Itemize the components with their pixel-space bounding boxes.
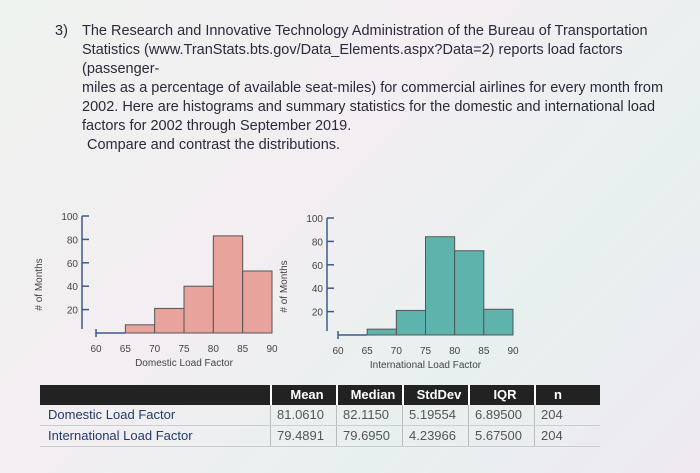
histogram-bar [183, 285, 214, 334]
x-axis-label: Domestic Load Factor [135, 358, 233, 369]
question-line: 2002. Here are histograms and summary st… [82, 99, 656, 115]
cell: 204 [534, 426, 574, 446]
histogram-bar [242, 270, 273, 334]
x-tick-label: 85 [478, 346, 490, 357]
x-tick-label: 80 [208, 344, 220, 355]
y-tick-label: 40 [312, 284, 324, 295]
table-header: Mean Median StdDev IQR n [40, 385, 600, 405]
histogram-bar [454, 250, 485, 336]
header-cell [40, 385, 270, 405]
x-tick-label: 85 [237, 344, 249, 355]
question-line: The Research and Innovative Technology A… [82, 23, 648, 39]
cell: 79.6950 [336, 426, 402, 446]
header-cell: Median [336, 385, 402, 405]
cell: 6.89500 [468, 405, 534, 425]
cell: 5.67500 [468, 426, 534, 446]
question-text: The Research and Innovative Technology A… [82, 22, 682, 136]
table-row: Domestic Load Factor 81.0610 82.1150 5.1… [40, 405, 600, 426]
x-tick-label: 60 [90, 344, 102, 355]
histograms: 20 40 60 80 100 60 65 70 75 80 85 90 Domestic Load F… [34, 212, 519, 371]
x-tick-label: 90 [266, 344, 278, 355]
y-tick-label: 40 [67, 282, 79, 293]
y-tick-label: 20 [312, 308, 324, 319]
header-cell: StdDev [402, 385, 468, 405]
question-line: Statistics (www.TranStats.bts.gov/Data_E… [82, 42, 623, 77]
x-tick-label: 80 [449, 346, 461, 357]
x-tick-label: 65 [120, 344, 132, 355]
x-tick-label: 70 [391, 346, 403, 357]
summary-table: Mean Median StdDev IQR n Domestic Load F… [40, 385, 600, 447]
question-number: 3) [55, 23, 68, 39]
y-tick-label: 100 [306, 214, 323, 225]
x-tick-label: 65 [362, 346, 374, 357]
row-label: International Load Factor [48, 428, 193, 443]
x-axis-label: International Load Factor [370, 360, 482, 371]
question-line: factors for 2002 through September 2019. [82, 118, 352, 134]
histogram-bar [366, 328, 397, 336]
cell: 79.4891 [270, 426, 336, 446]
row-label: Domestic Load Factor [48, 407, 176, 422]
histogram-bar [395, 309, 427, 336]
histogram-bar [124, 324, 156, 334]
cell: 81.0610 [270, 405, 336, 425]
cell: 204 [534, 405, 574, 425]
cell: 82.1150 [336, 405, 402, 425]
table-row: International Load Factor 79.4891 79.695… [40, 426, 600, 447]
header-cell: n [534, 385, 574, 405]
y-tick-label: 60 [312, 261, 324, 272]
y-axis-label: # of Months [34, 258, 45, 310]
x-tick-label: 90 [507, 346, 519, 357]
y-axis-label: # of Months [279, 260, 290, 312]
histogram-bar [425, 236, 456, 336]
x-tick-label: 75 [420, 346, 432, 357]
header-cell: IQR [468, 385, 534, 405]
question-prompt: Compare and contrast the distributions. [87, 137, 341, 153]
x-tick-label: 70 [149, 344, 161, 355]
question-line: miles as a percentage of available seat-… [82, 80, 664, 96]
histogram-bar [154, 307, 185, 334]
x-tick-label: 60 [332, 346, 344, 357]
histogram-bar [212, 235, 244, 334]
header-cell: Mean [270, 385, 336, 405]
y-tick-label: 20 [67, 306, 79, 317]
y-tick-label: 60 [67, 259, 79, 270]
y-tick-label: 80 [67, 235, 79, 246]
y-tick-label: 100 [61, 212, 78, 223]
x-tick-label: 75 [178, 344, 190, 355]
histogram-bar [483, 308, 514, 336]
y-tick-label: 80 [312, 237, 324, 248]
cell: 4.23966 [402, 426, 468, 446]
cell: 5.19554 [402, 405, 468, 425]
